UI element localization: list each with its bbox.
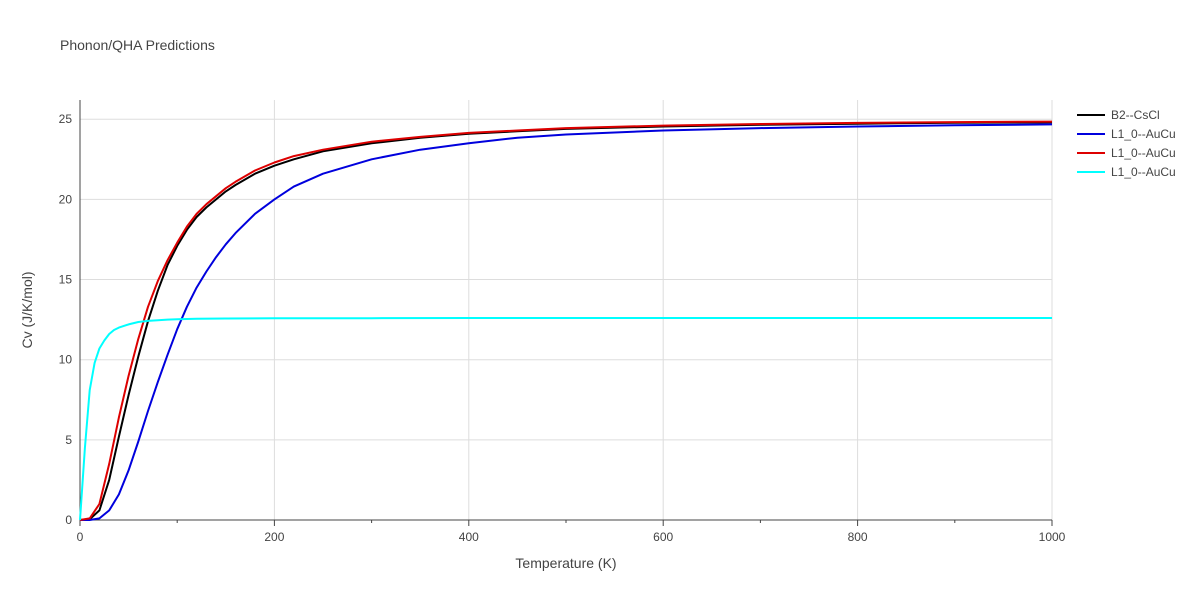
series-layer[interactable] (79, 120, 1053, 521)
legend[interactable]: B2--CsCl L1_0--AuCu L1_0--AuCu L1_0--AuCu (1077, 108, 1176, 179)
y-tick-label: 15 (59, 273, 73, 287)
chart-title: Phonon/QHA Predictions (60, 37, 215, 53)
x-tick-label: 200 (264, 530, 284, 544)
y-tick-label: 5 (65, 433, 72, 447)
series-line-4[interactable] (79, 317, 1052, 521)
x-tick-label: 600 (653, 530, 673, 544)
y-tick-label: 20 (59, 192, 73, 206)
legend-label[interactable]: L1_0--AuCu (1111, 165, 1176, 179)
series-line-1[interactable] (79, 121, 1053, 521)
y-tick-label: 10 (59, 353, 73, 367)
x-tick-label: 400 (459, 530, 479, 544)
grid-layer (80, 100, 1053, 520)
legend-label[interactable]: L1_0--AuCu (1111, 127, 1176, 141)
x-tick-label: 1000 (1039, 530, 1066, 544)
series-line-3[interactable] (79, 120, 1053, 521)
y-tick-label: 25 (59, 112, 73, 126)
x-axis-label: Temperature (K) (515, 555, 616, 571)
y-axis-label: Cv (J/K/mol) (19, 272, 35, 349)
x-tick-label: 0 (77, 530, 84, 544)
legend-label[interactable]: L1_0--AuCu (1111, 146, 1176, 160)
y-tick-label: 0 (65, 513, 72, 527)
legend-label[interactable]: B2--CsCl (1111, 108, 1160, 122)
series-line-2[interactable] (80, 123, 1053, 521)
axes-layer: 0 200 400 600 800 1000 0 5 10 15 20 25 (59, 100, 1066, 544)
x-tick-label: 800 (848, 530, 868, 544)
